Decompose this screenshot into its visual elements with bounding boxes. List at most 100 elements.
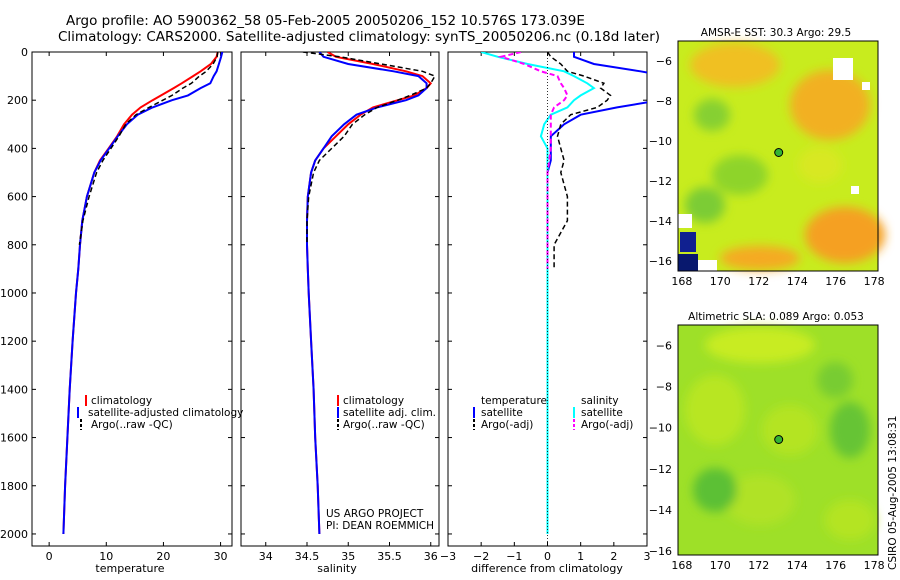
difference-x-tick-label: −3	[440, 550, 456, 563]
difference-legend: temperature satellite Argo(-adj) salinit…	[473, 395, 633, 431]
sst-lat-tick-label: −16	[649, 255, 672, 268]
salinity-axis-label: salinity	[317, 562, 357, 575]
sst-lon-tick-label: 168	[671, 275, 692, 288]
sst-warm-patch	[805, 207, 885, 263]
legend-label-temp-argo: Argo(-adj)	[481, 419, 533, 431]
sst-lon-tick-label: 172	[748, 275, 769, 288]
sst-lat-tick-label: −12	[649, 175, 672, 188]
difference-series-salinity-argo-adj	[497, 52, 569, 269]
pi-credit: PI: DEAN ROEMMICH	[326, 520, 434, 532]
temperature-x-tick-label: 0	[46, 550, 53, 563]
sla-lon-tick-label: 178	[864, 559, 885, 572]
sla-lat-tick-label: −14	[649, 504, 672, 517]
difference-x-tick-label: −2	[473, 550, 489, 563]
salinity-series-climatology	[306, 52, 433, 535]
sst-lon-tick-label: 176	[825, 275, 846, 288]
sla-lon-tick-label: 172	[748, 559, 769, 572]
sst-lon-tick-label: 178	[864, 275, 885, 288]
depth-tick-label: 0	[21, 46, 28, 59]
sst-cool-patch	[694, 99, 730, 131]
depth-tick-label: 1600	[0, 432, 28, 445]
salinity-axes-frame	[240, 51, 440, 547]
sla-map-frame	[677, 324, 879, 556]
argo-float-marker	[774, 148, 784, 157]
sla-high-patch	[725, 475, 795, 525]
sst-map-title: AMSR-E SST: 30.3 Argo: 29.5	[701, 27, 851, 39]
difference-x-tick-label: −1	[506, 550, 522, 563]
sla-low-patch	[830, 402, 870, 458]
timestamp-label: CSIRO 05-Aug-2005 13:08:31	[887, 416, 899, 570]
salinity-x-tick-label: 36	[424, 550, 438, 563]
legend-label-satellite: satellite-adjusted climatology	[88, 407, 243, 419]
difference-x-tick-label: 0	[544, 550, 551, 563]
sla-lat-tick-label: −6	[656, 340, 672, 353]
sst-nodata-patch	[862, 82, 870, 90]
sst-lat-tick-label: −6	[656, 55, 672, 68]
salinity-x-tick-label: 35.5	[377, 550, 402, 563]
temperature-series-argo-raw-qc	[78, 52, 219, 245]
salinity-x-tick-label: 35	[341, 550, 355, 563]
sla-lon-tick-label: 176	[825, 559, 846, 572]
sla-high-patch	[762, 405, 818, 455]
depth-tick-label: 1800	[0, 480, 28, 493]
figure-title-line2: Climatology: CARS2000. Satellite-adjuste…	[58, 29, 661, 45]
temperature-axis-label: temperature	[95, 562, 164, 575]
difference-axis-label: difference from climatology	[471, 562, 623, 575]
sla-map-title: Altimetric SLA: 0.089 Argo: 0.053	[688, 311, 864, 323]
depth-tick-label: 800	[7, 239, 28, 252]
project-credit: US ARGO PROJECT	[326, 508, 424, 520]
sla-lon-tick-label: 174	[787, 559, 808, 572]
sst-warm-patch	[690, 43, 780, 87]
temperature-x-tick-label: 30	[214, 550, 228, 563]
sst-nodata-patch	[678, 214, 692, 228]
legend-label-sal-argo: Argo(-adj)	[581, 419, 633, 431]
temperature-series-climatology	[62, 52, 219, 535]
difference-series-salinity-satellite	[480, 52, 596, 534]
sla-lat-tick-label: −10	[649, 422, 672, 435]
salinity-series-argo-raw-qc	[302, 52, 436, 245]
sst-warm-patch	[790, 70, 870, 140]
salinity-series-satellite-adj-clim	[306, 52, 428, 535]
depth-tick-label: 2000	[0, 528, 28, 541]
legend-label-satellite: satellite adj. clim.	[343, 407, 436, 419]
sst-map	[677, 40, 885, 272]
sst-nodata-patch	[851, 186, 859, 194]
sst-lon-tick-label: 174	[787, 275, 808, 288]
legend-label-climatology: climatology	[343, 395, 404, 407]
depth-tick-label: 1000	[0, 287, 28, 300]
sla-high-patch	[825, 500, 875, 540]
difference-x-tick-label: 1	[577, 550, 584, 563]
sla-low-patch	[693, 468, 737, 512]
legend-title-salinity: salinity	[581, 395, 619, 407]
sst-lat-tick-label: −8	[656, 95, 672, 108]
sst-lat-tick-label: −10	[649, 135, 672, 148]
salinity-x-tick-label: 34	[259, 550, 273, 563]
sst-lon-tick-label: 170	[710, 275, 731, 288]
temperature-x-tick-label: 20	[156, 550, 170, 563]
depth-tick-label: 400	[7, 142, 28, 155]
sla-lon-tick-label: 168	[671, 559, 692, 572]
sst-lat-tick-label: −14	[649, 215, 672, 228]
sla-low-patch	[817, 362, 853, 398]
sst-nodata-patch	[833, 58, 853, 80]
sla-lat-tick-label: −16	[649, 545, 672, 558]
legend-label-climatology: climatology	[91, 395, 152, 407]
salinity-x-tick-label: 34.5	[295, 550, 320, 563]
sla-lat-tick-label: −12	[649, 463, 672, 476]
sla-high-patch	[685, 375, 745, 445]
sst-land-patch	[680, 232, 696, 252]
sst-cool-patch	[685, 187, 725, 223]
legend-title-temperature: temperature	[481, 395, 547, 407]
difference-x-tick-label: 3	[644, 550, 651, 563]
legend-label-sal-satellite: satellite	[581, 407, 623, 419]
sst-nodata-patch	[697, 260, 717, 271]
sla-high-patch	[705, 327, 815, 363]
temperature-series-satellite-adjusted-climatology	[62, 52, 224, 535]
difference-series-temperature-argo-adj	[546, 52, 612, 269]
temperature-x-tick-label: 10	[99, 550, 113, 563]
argo-float-marker	[774, 435, 784, 444]
legend-label-argo: Argo(..raw -QC)	[91, 419, 173, 431]
sst-warm-patch	[720, 246, 800, 270]
